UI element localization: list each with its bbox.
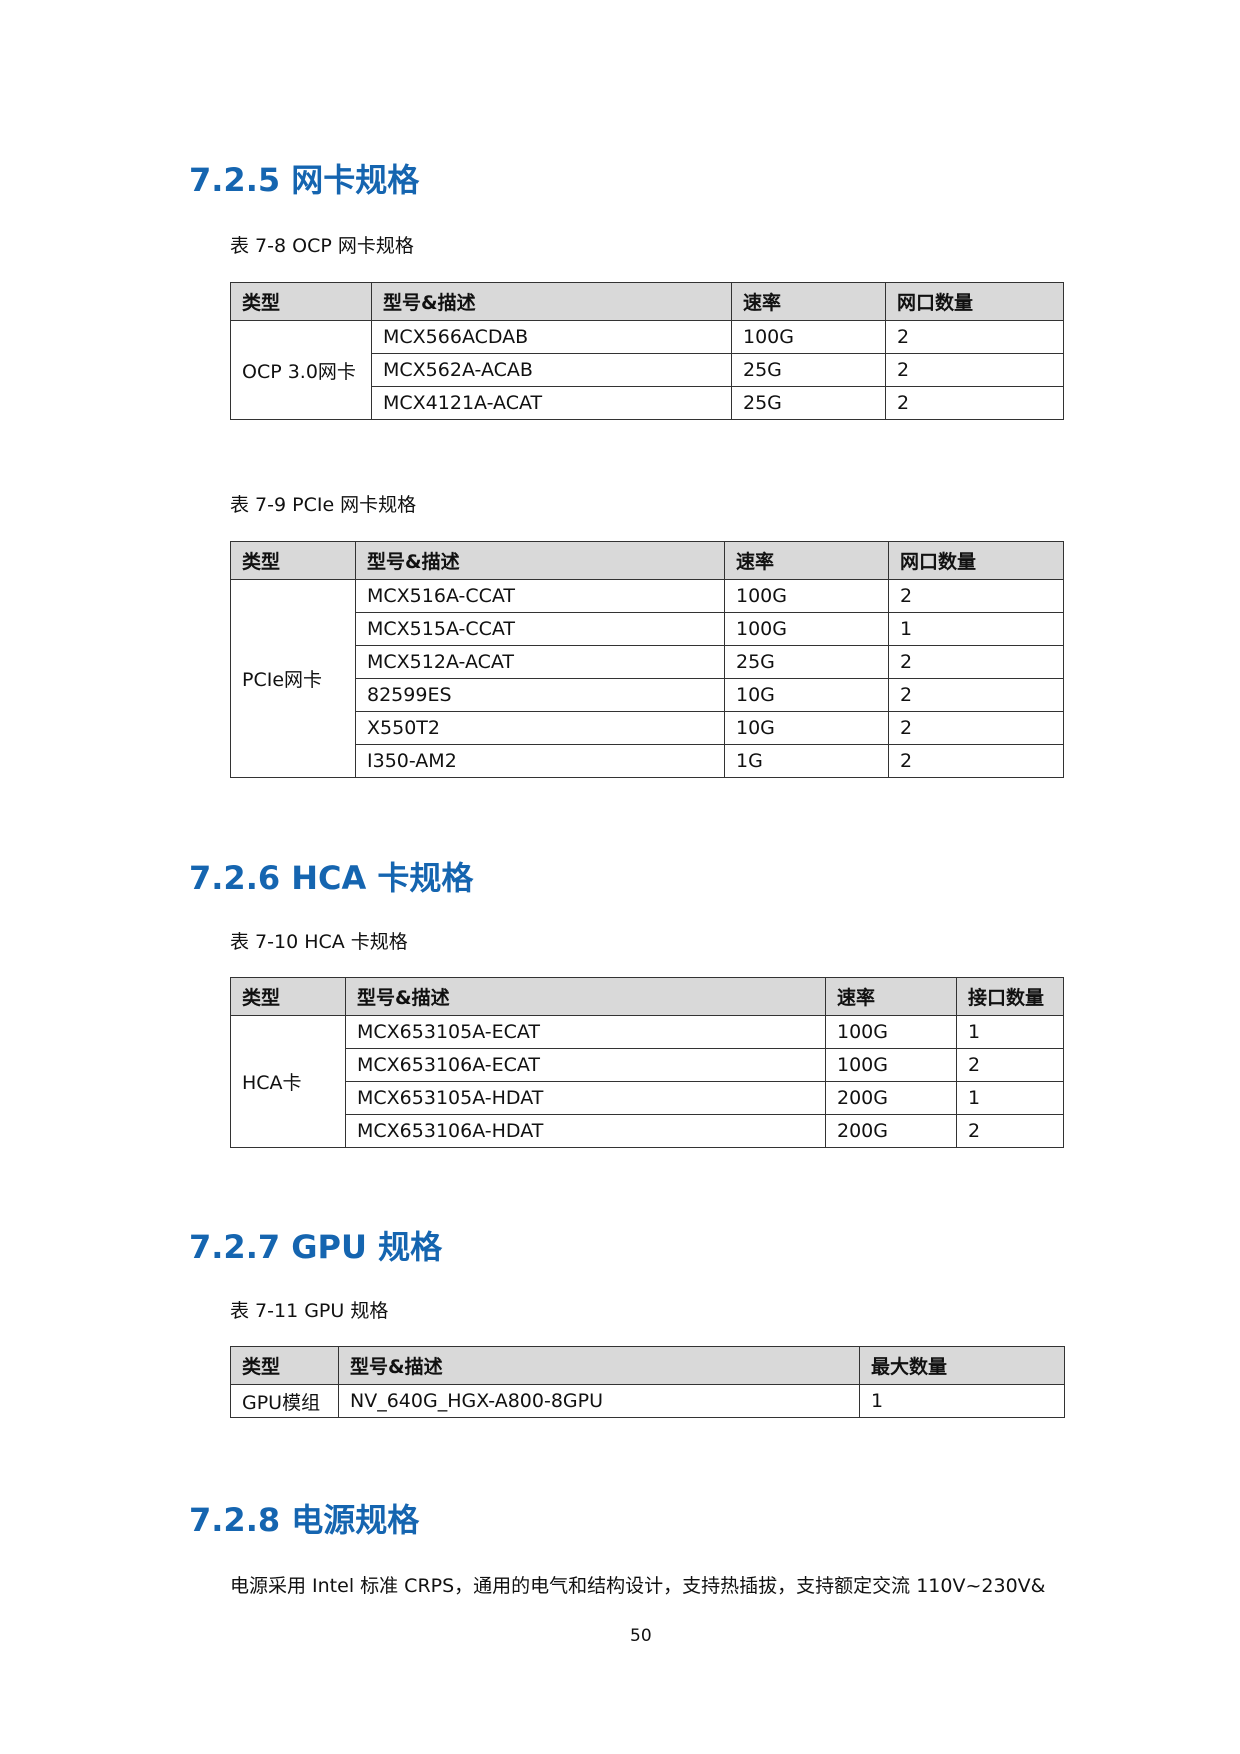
- cell: MCX516A-CCAT: [355, 579, 725, 613]
- type-cell: PCIe网卡: [230, 579, 356, 778]
- cell: 1: [956, 1015, 1064, 1049]
- cell: 2: [885, 353, 1064, 387]
- table-row: OCP 3.0网卡 MCX566ACDAB 100G 2: [230, 320, 1064, 420]
- cell: 2: [956, 1114, 1064, 1148]
- header-cell: 网口数量: [888, 541, 1064, 580]
- cell: I350-AM2: [355, 744, 725, 778]
- table-row: MCX515A-CCAT 100G 1: [231, 612, 1064, 646]
- cell: MCX512A-ACAT: [355, 645, 725, 679]
- cell: 100G: [724, 579, 889, 613]
- table-header-row: 类型 型号&描述 最大数量: [230, 1346, 1065, 1385]
- table-row: HCA卡 MCX653105A-ECAT 100G 1: [230, 1015, 1064, 1148]
- ocp-nic-table: 类型 型号&描述 速率 网口数量 OCP 3.0网卡 MCX566ACDAB 10…: [230, 282, 1064, 420]
- table-row: MCX512A-ACAT 25G 2: [231, 645, 1064, 679]
- cell: 2: [888, 645, 1064, 679]
- table-caption: 表 7-8 OCP 网卡规格: [230, 235, 414, 257]
- table-row: MCX562A-ACAB 25G 2: [231, 353, 1064, 387]
- cell: 100G: [724, 612, 889, 646]
- cell: 2: [885, 320, 1064, 354]
- section-heading: 7.2.7 GPU 规格: [189, 1228, 443, 1266]
- header-cell: 类型: [230, 977, 346, 1016]
- table-caption: 表 7-9 PCIe 网卡规格: [230, 494, 417, 516]
- header-cell: 速率: [731, 282, 886, 321]
- cell: 1: [956, 1081, 1064, 1115]
- page-number: 50: [630, 1626, 652, 1646]
- cell: 2: [888, 678, 1064, 712]
- cell: 2: [885, 386, 1064, 420]
- cell: MCX562A-ACAB: [371, 353, 732, 387]
- table-row: MCX653106A-HDAT 200G 2: [231, 1114, 1064, 1148]
- table-row: MCX653106A-ECAT 100G 2: [231, 1048, 1064, 1082]
- header-cell: 类型: [230, 1346, 339, 1385]
- table-row: X550T2 10G 2: [231, 711, 1064, 745]
- hca-card-table: 类型 型号&描述 速率 接口数量 HCA卡 MCX653105A-ECAT 100…: [230, 977, 1064, 1148]
- cell: 2: [888, 711, 1064, 745]
- header-cell: 网口数量: [885, 282, 1064, 321]
- cell: X550T2: [355, 711, 725, 745]
- section-heading: 7.2.6 HCA 卡规格: [189, 859, 474, 897]
- header-cell: 型号&描述: [371, 282, 732, 321]
- cell: MCX566ACDAB: [371, 320, 732, 354]
- cell: MCX653106A-ECAT: [345, 1048, 826, 1082]
- cell: 2: [888, 744, 1064, 778]
- cell: 200G: [825, 1081, 957, 1115]
- table-row: I350-AM2 1G 2: [231, 744, 1064, 778]
- cell: 10G: [724, 711, 889, 745]
- cell: 2: [956, 1048, 1064, 1082]
- cell: MCX4121A-ACAT: [371, 386, 732, 420]
- type-cell: HCA卡: [230, 1015, 346, 1148]
- section-heading: 7.2.5 网卡规格: [189, 161, 420, 199]
- table-row: PCIe网卡 MCX516A-CCAT 100G 2: [230, 579, 1064, 778]
- header-cell: 型号&描述: [345, 977, 826, 1016]
- table-row: GPU模组 NV_640G_HGX-A800-8GPU 1: [230, 1384, 1065, 1418]
- table-header-row: 类型 型号&描述 速率 网口数量: [230, 282, 1064, 321]
- header-cell: 型号&描述: [355, 541, 725, 580]
- cell: NV_640G_HGX-A800-8GPU: [338, 1384, 860, 1418]
- cell: 1: [859, 1384, 1065, 1418]
- gpu-table: 类型 型号&描述 最大数量 GPU模组 NV_640G_HGX-A800-8GPU…: [230, 1346, 1065, 1418]
- header-cell: 速率: [825, 977, 957, 1016]
- header-cell: 接口数量: [956, 977, 1064, 1016]
- type-cell: OCP 3.0网卡: [230, 320, 372, 420]
- table-header-row: 类型 型号&描述 速率 网口数量: [230, 541, 1064, 580]
- cell: 10G: [724, 678, 889, 712]
- header-cell: 类型: [230, 541, 356, 580]
- table-header-row: 类型 型号&描述 速率 接口数量: [230, 977, 1064, 1016]
- cell: GPU模组: [230, 1384, 339, 1418]
- header-cell: 最大数量: [859, 1346, 1065, 1385]
- cell: 82599ES: [355, 678, 725, 712]
- header-cell: 型号&描述: [338, 1346, 860, 1385]
- header-cell: 速率: [724, 541, 889, 580]
- header-cell: 类型: [230, 282, 372, 321]
- table-row: MCX653105A-HDAT 200G 1: [231, 1081, 1064, 1115]
- cell: 100G: [731, 320, 886, 354]
- pcie-nic-table: 类型 型号&描述 速率 网口数量 PCIe网卡 MCX516A-CCAT 100G…: [230, 541, 1064, 778]
- cell: MCX653106A-HDAT: [345, 1114, 826, 1148]
- cell: 200G: [825, 1114, 957, 1148]
- cell: 2: [888, 579, 1064, 613]
- table-caption: 表 7-11 GPU 规格: [230, 1300, 389, 1322]
- cell: MCX515A-CCAT: [355, 612, 725, 646]
- cell: 1: [888, 612, 1064, 646]
- cell: 25G: [724, 645, 889, 679]
- cell: 100G: [825, 1015, 957, 1049]
- body-paragraph: 电源采用 Intel 标准 CRPS，通用的电气和结构设计，支持热插拔，支持额定…: [230, 1575, 1046, 1597]
- cell: MCX653105A-HDAT: [345, 1081, 826, 1115]
- section-heading: 7.2.8 电源规格: [189, 1501, 420, 1539]
- table-row: MCX4121A-ACAT 25G 2: [231, 386, 1064, 420]
- cell: 25G: [731, 353, 886, 387]
- table-row: 82599ES 10G 2: [231, 678, 1064, 712]
- cell: 1G: [724, 744, 889, 778]
- table-caption: 表 7-10 HCA 卡规格: [230, 931, 408, 953]
- cell: MCX653105A-ECAT: [345, 1015, 826, 1049]
- cell: 100G: [825, 1048, 957, 1082]
- cell: 25G: [731, 386, 886, 420]
